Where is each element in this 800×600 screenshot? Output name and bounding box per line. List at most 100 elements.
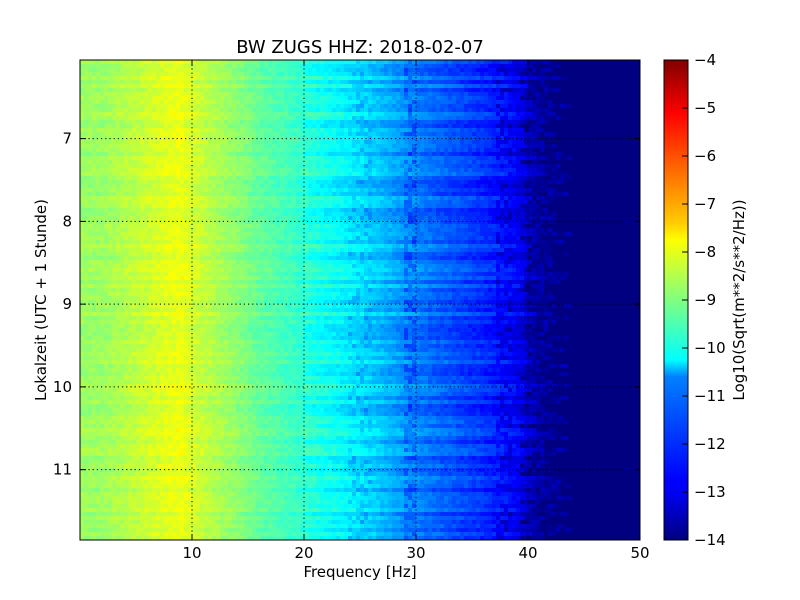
heatmap-cell [360,144,365,149]
heatmap-cell [268,128,273,133]
heatmap-cell [476,188,481,193]
heatmap-cell [408,116,413,121]
heatmap-cell [400,72,405,77]
heatmap-cell [600,116,605,121]
heatmap-cell [252,88,257,93]
heatmap-cell [552,108,557,113]
heatmap-cell [476,108,481,113]
heatmap-cell [148,104,153,109]
heatmap-cell [296,60,301,65]
heatmap-cell [204,92,209,97]
heatmap-cell [564,84,569,89]
heatmap-cell [360,196,365,201]
heatmap-cell [120,180,125,185]
heatmap-cell [636,112,640,117]
heatmap-cell [380,100,385,105]
heatmap-cell [352,108,357,113]
heatmap-cell [208,112,213,117]
heatmap-cell [556,168,561,173]
heatmap-cell [344,64,349,69]
heatmap-cell [592,144,597,149]
heatmap-cell [304,128,309,133]
heatmap-cell [288,172,293,177]
heatmap-cell [188,60,193,65]
heatmap-cell [396,124,401,129]
heatmap-cell [160,152,165,157]
heatmap-cell [456,124,461,129]
heatmap-cell [424,92,429,97]
heatmap-cell [608,104,613,109]
heatmap-cell [212,176,217,181]
heatmap-cell [176,168,181,173]
heatmap-cell [544,76,549,81]
heatmap-cell [376,100,381,105]
heatmap-cell [552,60,557,65]
heatmap-cell [612,116,617,121]
heatmap-cell [352,76,357,81]
heatmap-cell [568,76,573,81]
heatmap-cell [340,88,345,93]
heatmap-cell [340,100,345,105]
heatmap-cell [140,92,145,97]
heatmap-cell [456,156,461,161]
heatmap-cell [620,144,625,149]
heatmap-cell [436,92,441,97]
heatmap-cell [232,156,237,161]
heatmap-cell [540,96,545,101]
heatmap-cell [500,104,505,109]
heatmap-cell [540,108,545,113]
heatmap-cell [364,128,369,133]
heatmap-cell [184,196,189,201]
heatmap-cell [420,184,425,189]
heatmap-cell [92,128,97,133]
heatmap-cell [612,128,617,133]
heatmap-cell [84,100,89,105]
heatmap-cell [440,68,445,73]
heatmap-cell [232,172,237,177]
heatmap-cell [340,192,345,197]
heatmap-cell [168,84,173,89]
heatmap-cell [148,80,153,85]
heatmap-cell [216,80,221,85]
heatmap-cell [552,192,557,197]
heatmap-cell [220,116,225,121]
heatmap-cell [196,104,201,109]
heatmap-cell [428,112,433,117]
heatmap-cell [300,184,305,189]
heatmap-cell [416,72,421,77]
heatmap-cell [304,180,309,185]
heatmap-cell [100,140,105,145]
heatmap-cell [292,188,297,193]
heatmap-cell [372,180,377,185]
heatmap-cell [436,144,441,149]
heatmap-cell [632,172,637,177]
heatmap-cell [144,192,149,197]
heatmap-cell [288,200,293,205]
heatmap-cell [124,156,129,161]
heatmap-cell [344,144,349,149]
heatmap-cell [420,168,425,173]
heatmap-cell [316,140,321,145]
heatmap-cell [140,120,145,125]
heatmap-cell [580,104,585,109]
heatmap-cell [364,64,369,69]
heatmap-cell [256,108,261,113]
heatmap-cell [536,76,541,81]
heatmap-cell [416,120,421,125]
heatmap-cell [308,80,313,85]
heatmap-cell [124,60,129,65]
heatmap-cell [276,156,281,161]
heatmap-cell [228,104,233,109]
heatmap-cell [136,112,141,117]
heatmap-cell [460,160,465,165]
heatmap-cell [540,80,545,85]
heatmap-cell [204,80,209,85]
heatmap-cell [572,100,577,105]
heatmap-cell [468,148,473,153]
heatmap-cell [412,196,417,201]
heatmap-cell [260,200,265,205]
heatmap-cell [636,128,640,133]
heatmap-cell [160,96,165,101]
heatmap-cell [408,72,413,77]
heatmap-cell [164,96,169,101]
